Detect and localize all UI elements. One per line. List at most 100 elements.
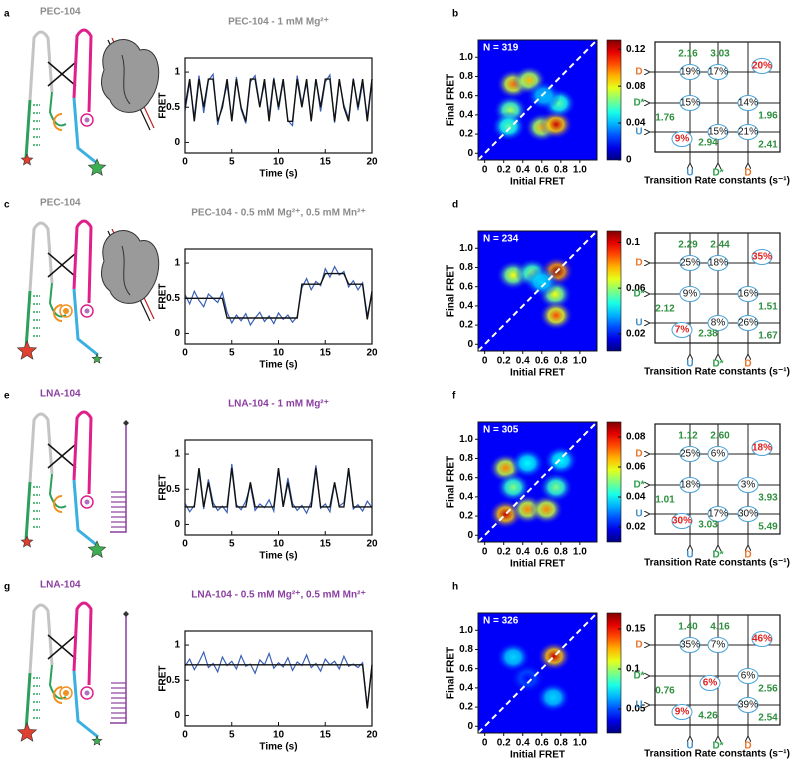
state-label-row: D* [633,480,644,491]
x-tick-label: 10 [273,730,285,741]
occupancy: 30% [672,516,692,527]
rate-constant: 1.40 [678,622,698,633]
rate-constant: 1.51 [758,302,778,313]
occupancy: 18% [708,258,728,269]
density-peak [526,80,561,111]
state-cluster [737,697,759,713]
density-peak [510,663,545,694]
diagonal [478,422,597,542]
x-tick-label: 20 [366,157,378,168]
x-tick-label: 20 [366,348,378,359]
rate-constant: 3.03 [698,520,718,531]
y-tick-label: 0 [174,519,180,530]
rate-constant: 3.93 [758,493,778,504]
ion [63,690,69,696]
strand-gray [28,30,54,101]
y-tick-label: 0 [467,339,473,350]
heat-area [478,613,597,733]
x-tick-label: 1.0 [573,547,587,558]
state-label-row: D [635,640,642,651]
x-axis-label: Initial FRET [510,177,565,188]
occupancy: 3% [741,480,756,491]
state-cluster [679,255,701,271]
panel-label: b [452,9,458,20]
x-axis-label: Transition Rate constants (s⁻¹) [644,176,790,187]
state-label-col: D [744,741,751,752]
rate-constant: 2.54 [758,713,778,724]
y-tick-label: 0.4 [459,492,473,503]
rate-constant: 2.60 [710,431,730,442]
colorbar-tick-label: 0.06 [626,462,646,473]
y-axis-label: Final FRET [446,647,457,699]
panel-label: f [452,391,456,402]
x-tick-label: 0.4 [516,738,530,749]
dye-star [91,353,103,364]
strand-green [24,481,32,541]
annotation: N = 234 [483,234,519,245]
occupancy: 20% [752,61,772,72]
annotation: N = 326 [483,616,519,627]
strand-cyan [72,479,99,548]
rate-constant: 2.56 [758,684,778,695]
y-tick-label: 1 [174,640,180,651]
junction [47,61,77,87]
state-label-col: D [744,359,751,370]
x-axis-label: Initial FRET [510,559,565,570]
state-label-col: U [686,168,693,179]
lna-strand [110,615,127,724]
diagonal [478,231,597,351]
plot-frame [477,612,598,734]
strand-green [24,290,32,350]
y-tick-label: 1.0 [459,625,473,636]
ion-site [59,686,73,700]
rate-constant: 4.16 [710,622,730,633]
occupancy: 9% [675,707,690,718]
occupancy: 26% [738,318,758,329]
strand-green [24,672,32,732]
trace-line [184,650,373,708]
ion [84,690,90,696]
strand-gray [28,603,54,674]
dye-star [91,735,103,746]
rate-constant: 1.76 [655,113,675,124]
y-tick-label: 0 [467,530,473,541]
occupancy: 14% [738,98,758,109]
state-cluster [707,637,729,653]
panel-label: d [452,200,458,211]
occupancy: 17% [708,67,728,78]
colorbar-tick-label: 0.02 [626,328,646,339]
state-label-col: U [686,550,693,561]
y-tick-label: 0 [467,148,473,159]
construct-name: PEC-104 [40,7,81,18]
y-axis-label: FRET [158,283,169,309]
x-tick-label: 5 [229,348,235,359]
occupancy: 25% [680,449,700,460]
plot-frame [184,439,373,536]
strand-gray [28,221,54,292]
polymerase-cleft [121,54,131,105]
strand-cyan [72,288,99,357]
x-tick-label: 10 [273,157,285,168]
state-label-row: U [635,700,642,711]
strand-green2 [48,473,67,509]
state-cluster [671,131,693,147]
state-label-col: D* [712,359,723,370]
plot-frame [477,421,598,543]
x-tick-label: 0 [482,738,488,749]
x-axis-label: Time (s) [259,169,297,180]
construct-name: LNA-104 [40,389,81,400]
x-tick-label: 0.6 [535,356,549,367]
y-axis-label: Final FRET [446,456,457,508]
x-axis-label: Time (s) [259,742,297,753]
x-tick-label: 0 [182,539,188,550]
y-tick-label: 0.4 [459,301,473,312]
x-tick-label: 0.2 [497,547,511,558]
rate-constant: 2.38 [698,329,718,340]
rate-constant: 2.12 [655,304,675,315]
x-tick-label: 0 [182,348,188,359]
state-cluster [751,631,773,647]
lna-strand [110,424,127,533]
x-tick-label: 10 [273,539,285,550]
colorbar [606,421,622,543]
y-tick-label: 0.5 [166,675,180,686]
